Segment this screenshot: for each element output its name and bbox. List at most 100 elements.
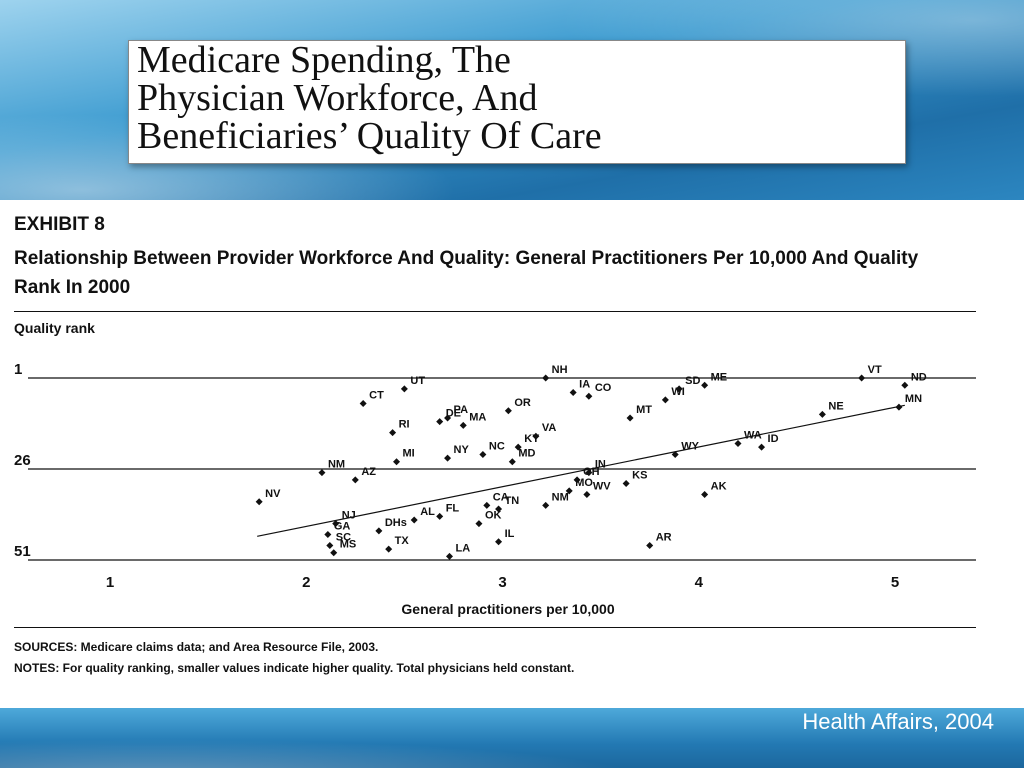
data-point-label: MD	[518, 448, 535, 460]
data-point	[479, 450, 487, 458]
data-point	[495, 505, 503, 513]
data-point	[858, 374, 866, 382]
y-tick-label: 1	[14, 361, 22, 378]
data-point-label: TN	[505, 495, 520, 507]
data-point	[436, 512, 444, 520]
data-point	[622, 480, 630, 488]
data-point	[661, 396, 669, 404]
trend-line	[257, 404, 905, 537]
y-axis-title: Quality rank	[14, 320, 95, 336]
data-point	[542, 501, 550, 509]
data-point	[475, 520, 483, 528]
data-point-label: MI	[403, 448, 415, 460]
data-point-label: GA	[334, 521, 351, 533]
data-point-label: ID	[768, 433, 779, 445]
data-point-label: UT	[410, 375, 425, 387]
data-point	[332, 520, 340, 528]
data-point	[324, 531, 332, 539]
data-point	[569, 389, 577, 397]
scatter-chart: 1 26 51 1 2 3 4 5 General practitioners per 10,0…	[14, 361, 976, 617]
data-point	[734, 440, 742, 448]
exhibit-label: EXHIBIT 8	[14, 214, 105, 235]
data-point	[565, 487, 573, 495]
data-point	[895, 403, 903, 411]
data-point-label: ND	[911, 371, 927, 383]
data-point	[675, 385, 683, 393]
data-point	[444, 454, 452, 462]
data-point	[410, 516, 418, 524]
divider-top	[14, 311, 976, 312]
data-point	[444, 414, 452, 422]
data-point	[585, 392, 593, 400]
x-tick-label: 1	[106, 574, 114, 591]
data-point	[646, 541, 654, 549]
data-point-label: WV	[593, 480, 611, 492]
data-point-label: MA	[469, 411, 486, 423]
data-point-label: PA	[454, 404, 469, 416]
data-point-label: NM	[328, 459, 345, 471]
data-point	[375, 527, 383, 535]
data-point	[671, 450, 679, 458]
data-point	[542, 374, 550, 382]
data-point	[330, 549, 338, 557]
x-tick-label: 5	[891, 574, 899, 591]
data-point-label: AK	[711, 480, 727, 492]
x-tick-label: 3	[498, 574, 506, 591]
data-point-label: NJ	[342, 510, 356, 522]
data-point	[573, 476, 581, 484]
data-point-label: OH	[583, 466, 600, 478]
data-point-label: MT	[636, 404, 652, 416]
data-point	[400, 385, 408, 393]
data-point-label: MS	[340, 539, 357, 551]
data-point	[318, 469, 326, 477]
divider-bottom	[14, 627, 976, 628]
data-point	[758, 443, 766, 451]
data-point	[514, 443, 522, 451]
data-point-label: FL	[446, 502, 460, 514]
data-point	[626, 414, 634, 422]
data-point-label: AZ	[361, 466, 376, 478]
data-point	[255, 498, 263, 506]
data-point	[385, 545, 393, 553]
data-point	[483, 501, 491, 509]
notes-note: NOTES: For quality ranking, smaller valu…	[14, 661, 575, 675]
data-point-label: WY	[681, 440, 699, 452]
slide-title-box: Medicare Spending, The Physician Workfor…	[128, 40, 906, 164]
data-point-label: VT	[868, 364, 882, 376]
data-point	[701, 381, 709, 389]
data-point-label: DHs	[385, 517, 407, 529]
data-point-label: NM	[552, 491, 569, 503]
data-point	[701, 490, 709, 498]
data-point	[495, 538, 503, 546]
data-point-label: NV	[265, 488, 281, 500]
data-point	[393, 458, 401, 466]
sources-note: SOURCES: Medicare claims data; and Area …	[14, 640, 379, 654]
data-point-label: CA	[493, 491, 509, 503]
data-point	[389, 429, 397, 437]
data-point	[446, 552, 454, 560]
x-tick-label: 2	[302, 574, 310, 591]
data-point-label: LA	[456, 542, 471, 554]
y-tick-label: 26	[14, 452, 31, 469]
footer-banner	[0, 708, 1024, 768]
data-point-label: NY	[454, 444, 470, 456]
data-point-label: OK	[485, 510, 502, 522]
data-point	[901, 381, 909, 389]
data-point	[436, 418, 444, 426]
data-point	[585, 469, 593, 477]
exhibit-title: Relationship Between Provider Workforce …	[14, 248, 919, 298]
data-point-label: IL	[505, 528, 515, 540]
data-point-label: SD	[685, 375, 700, 387]
data-point-label: CT	[369, 389, 384, 401]
source-credit: Health Affairs, 2004	[802, 709, 994, 734]
data-point-label: CO	[595, 382, 612, 394]
x-axis-title: General practitioners per 10,000	[401, 601, 614, 617]
data-point-label: VA	[542, 422, 557, 434]
data-point-label: IN	[595, 459, 606, 471]
data-point-label: SC	[336, 531, 351, 543]
data-point	[818, 410, 826, 418]
data-point-label: NE	[828, 400, 843, 412]
data-point-label: TX	[395, 535, 410, 547]
data-point	[351, 476, 359, 484]
data-point-label: AR	[656, 531, 672, 543]
